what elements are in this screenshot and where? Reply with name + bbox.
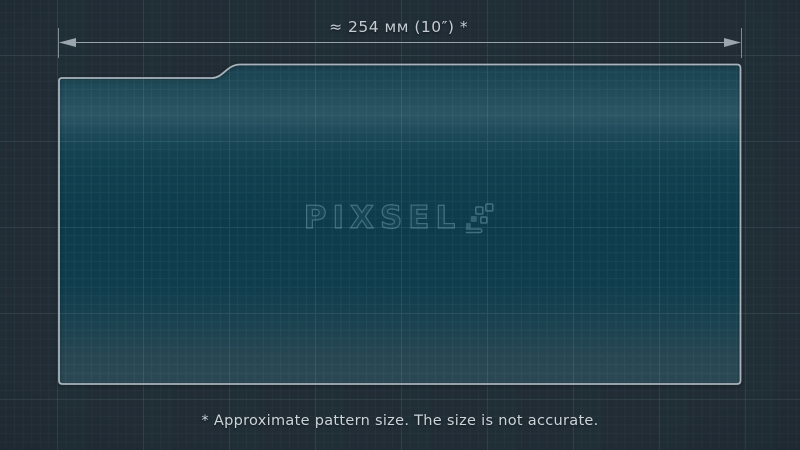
brand-wordmark: PIXSEL — [303, 200, 462, 236]
watermark-logo: PIXSEL — [303, 200, 496, 237]
left-arrow-icon — [59, 38, 76, 47]
protector-shape — [58, 63, 742, 385]
dimension-label: ≈ 254 мм (10″) * — [329, 18, 469, 36]
protector-shape-outline — [58, 63, 742, 385]
pixel-cluster-icon — [466, 203, 494, 234]
footer-note: * Approximate pattern size. The size is … — [201, 413, 599, 429]
right-arrow-icon — [724, 38, 741, 47]
dimension-annotation — [58, 28, 742, 58]
